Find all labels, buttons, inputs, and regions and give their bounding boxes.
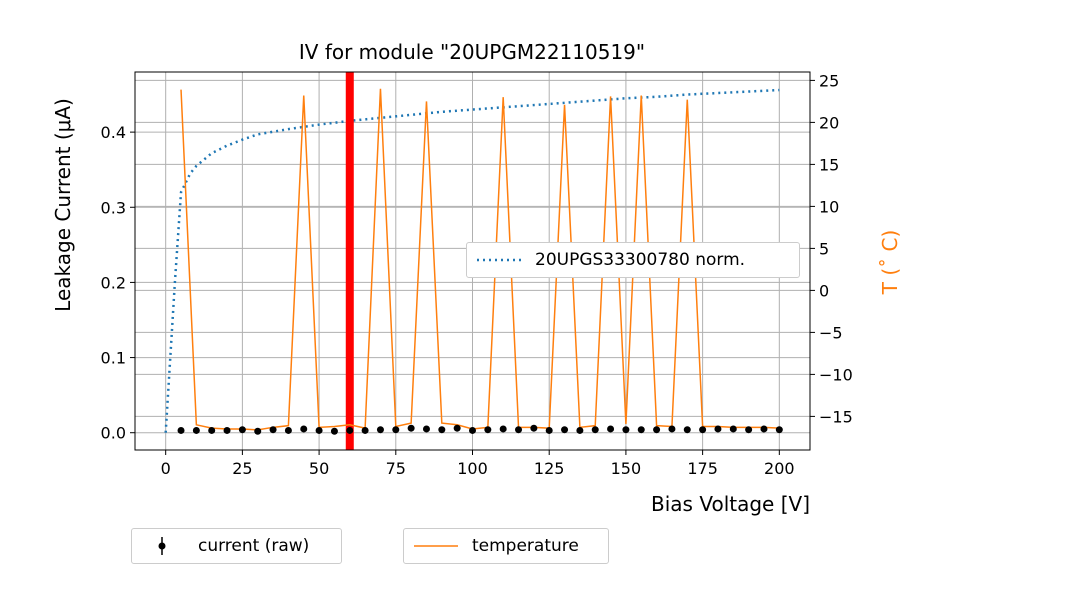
x-axis-label: Bias Voltage [V] bbox=[651, 492, 810, 516]
current-point bbox=[376, 426, 384, 434]
legend-current-marker-icon bbox=[158, 537, 166, 555]
current-point bbox=[729, 425, 737, 433]
y2-tick-label: −10 bbox=[819, 365, 853, 384]
current-point bbox=[622, 426, 630, 434]
x-tick-label: 100 bbox=[457, 459, 488, 478]
current-point bbox=[775, 426, 783, 434]
legend-norm-label: 20UPGS33300780 norm. bbox=[535, 250, 746, 270]
y2-tick-label: 25 bbox=[819, 71, 839, 90]
current-point bbox=[714, 425, 722, 433]
x-tick-label: 75 bbox=[386, 459, 406, 478]
current-point bbox=[545, 426, 553, 434]
axes: 0 25 50 75 100 125 150 175 2000.00.10.20.30.4−15… bbox=[101, 71, 853, 478]
current-point bbox=[576, 426, 584, 434]
current-point bbox=[361, 426, 369, 434]
y2-tick-label: −15 bbox=[819, 407, 853, 426]
legend-current: current (raw) bbox=[131, 528, 342, 564]
current-point bbox=[637, 426, 645, 434]
legend-temperature: temperature bbox=[403, 528, 609, 564]
y2-tick-label: 0 bbox=[819, 281, 829, 300]
x-tick-label: 0 bbox=[161, 459, 171, 478]
grid bbox=[135, 72, 810, 450]
current-point bbox=[607, 425, 615, 433]
norm-reference-line bbox=[164, 88, 780, 433]
current-point bbox=[422, 425, 430, 433]
current-point bbox=[392, 426, 400, 434]
current-point bbox=[453, 424, 461, 432]
current-point bbox=[407, 424, 415, 432]
current-point bbox=[208, 426, 216, 434]
y2-tick-label: −5 bbox=[819, 323, 843, 342]
y-tick-label: 0.4 bbox=[101, 123, 126, 142]
current-point bbox=[683, 426, 691, 434]
current-point bbox=[561, 426, 569, 434]
x-tick-label: 50 bbox=[309, 459, 329, 478]
y-tick-label: 0.0 bbox=[101, 424, 126, 443]
current-point bbox=[745, 426, 753, 434]
current-point bbox=[484, 426, 492, 434]
legend-norm: 20UPGS33300780 norm. bbox=[466, 242, 800, 278]
legend-temperature-line-icon bbox=[414, 545, 458, 547]
legend-current-label: current (raw) bbox=[198, 536, 310, 556]
current-point bbox=[192, 426, 200, 434]
current-point bbox=[330, 427, 338, 435]
x-tick-label: 25 bbox=[232, 459, 252, 478]
current-point bbox=[254, 427, 262, 435]
legend-norm-line-icon bbox=[477, 258, 521, 262]
current-point bbox=[269, 426, 277, 434]
current-point bbox=[760, 425, 768, 433]
y-tick-label: 0.3 bbox=[101, 198, 126, 217]
x-tick-label: 150 bbox=[611, 459, 642, 478]
current-point bbox=[284, 426, 292, 434]
y2-tick-label: 15 bbox=[819, 155, 839, 174]
current-point bbox=[591, 426, 599, 434]
current-point bbox=[438, 426, 446, 434]
current-point bbox=[177, 426, 185, 434]
x-tick-label: 125 bbox=[534, 459, 565, 478]
legend-temperature-label: temperature bbox=[472, 536, 579, 556]
y2-tick-label: 20 bbox=[819, 113, 839, 132]
current-point bbox=[699, 426, 707, 434]
x-tick-label: 200 bbox=[764, 459, 795, 478]
current-point bbox=[346, 426, 354, 434]
y2-axis-label: T (˚ C) bbox=[878, 230, 902, 296]
current-point bbox=[223, 426, 231, 434]
current-point bbox=[515, 426, 523, 434]
current-point bbox=[668, 425, 676, 433]
x-tick-label: 175 bbox=[687, 459, 718, 478]
chart-title: IV for module "20UPGM22110519" bbox=[299, 40, 645, 64]
current-point bbox=[238, 426, 246, 434]
y2-tick-label: 5 bbox=[819, 239, 829, 258]
y-axis-label: Leakage Current (μA) bbox=[51, 98, 75, 312]
current-point bbox=[653, 426, 661, 434]
current-point bbox=[469, 426, 476, 434]
y-tick-label: 0.2 bbox=[101, 273, 126, 292]
current-point bbox=[499, 425, 507, 433]
current-point bbox=[315, 426, 323, 434]
current-point bbox=[530, 424, 538, 432]
y-tick-label: 0.1 bbox=[101, 349, 126, 368]
y2-tick-label: 10 bbox=[819, 197, 839, 216]
current-point bbox=[300, 425, 308, 433]
